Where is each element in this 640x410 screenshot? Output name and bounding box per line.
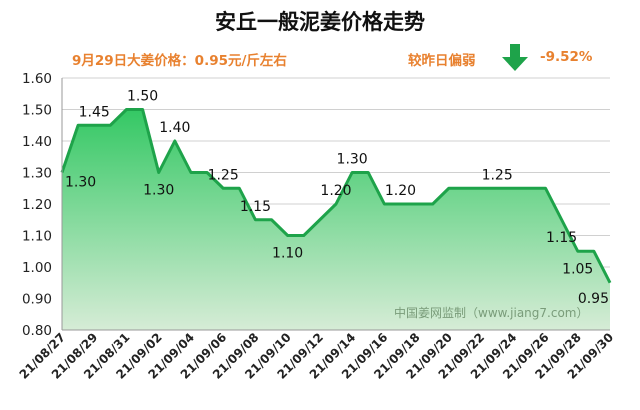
- y-tick-label: 1.30: [22, 166, 52, 182]
- change-value: -9.52%: [540, 49, 593, 65]
- down-arrow-icon: [502, 44, 528, 71]
- y-tick-label: 1.40: [22, 134, 52, 150]
- price-line: [60, 108, 612, 284]
- data-label: 1.30: [65, 175, 96, 191]
- price-summary: 9月29日大姜价格：0.95元/斤左右: [72, 53, 287, 69]
- watermark: 中国姜网监制（www.jiang7.com）: [394, 305, 588, 320]
- y-tick-label: 0.90: [22, 292, 52, 308]
- data-label: 1.15: [546, 230, 577, 246]
- area-fill: [60, 108, 612, 330]
- chart-title: 安丘一般泥姜价格走势: [215, 10, 425, 34]
- y-tick-label: 1.10: [22, 229, 52, 245]
- y-tick-label: 1.50: [22, 103, 52, 119]
- y-tick-label: 1.60: [22, 71, 52, 87]
- data-label: 1.25: [482, 167, 513, 183]
- data-label: 1.20: [320, 183, 351, 199]
- y-tick-label: 0.80: [22, 323, 52, 339]
- data-label: 1.25: [208, 167, 239, 183]
- data-label: 1.50: [127, 89, 158, 105]
- y-tick-label: 1.00: [22, 260, 52, 276]
- data-label: 1.10: [272, 246, 303, 262]
- data-label: 1.45: [79, 104, 110, 120]
- data-label: 1.40: [159, 120, 190, 136]
- data-label: 1.30: [143, 183, 174, 199]
- data-label: 1.15: [240, 199, 271, 215]
- data-label: 1.20: [385, 183, 416, 199]
- data-labels: 1.301.451.501.301.401.251.151.101.201.30…: [65, 89, 609, 307]
- data-label: 1.05: [562, 261, 593, 277]
- change-label: 较昨日偏弱: [408, 53, 476, 69]
- data-label: 1.30: [337, 152, 368, 168]
- price-area: [62, 109, 610, 330]
- y-tick-label: 1.20: [22, 197, 52, 213]
- data-label: 0.95: [578, 291, 609, 307]
